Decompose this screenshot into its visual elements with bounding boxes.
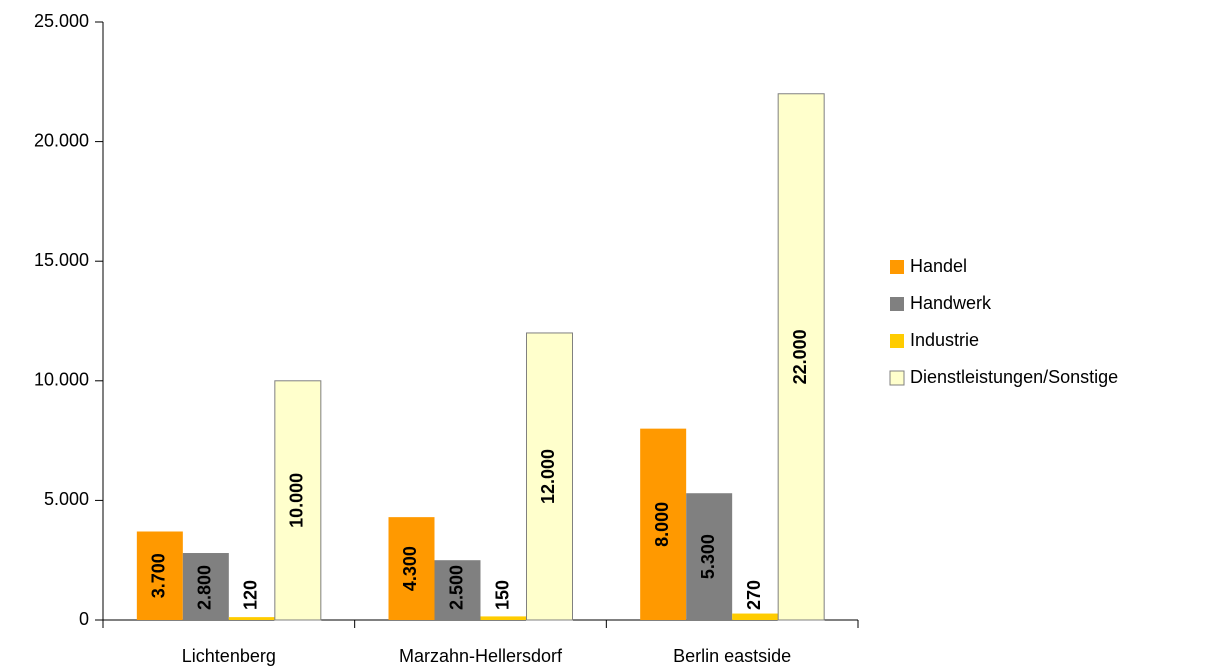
bar — [274, 380, 322, 621]
value-label: 2.800 — [195, 565, 215, 610]
value-label: 22.000 — [790, 329, 810, 384]
legend-swatch — [890, 334, 904, 348]
bar — [228, 617, 275, 620]
y-tick-label: 20.000 — [34, 130, 89, 150]
value-label: 3.700 — [149, 553, 169, 598]
value-label: 270 — [744, 580, 764, 610]
bar — [388, 517, 435, 620]
value-label: 8.000 — [652, 502, 672, 547]
bar — [686, 493, 733, 620]
y-tick-label: 0 — [79, 609, 89, 629]
legend-swatch — [890, 260, 904, 274]
x-tick-label: Berlin eastside — [673, 646, 791, 666]
bar — [136, 531, 183, 620]
legend-label: Handwerk — [910, 293, 992, 313]
legend-swatch — [889, 370, 905, 386]
y-tick-label: 5.000 — [44, 489, 89, 509]
bar — [182, 553, 229, 620]
x-tick-label: Marzahn-Hellersdorf — [399, 646, 563, 666]
value-label: 120 — [241, 580, 261, 610]
bar — [732, 613, 779, 620]
bar — [777, 93, 825, 621]
y-tick-label: 25.000 — [34, 11, 89, 31]
value-label: 150 — [492, 580, 512, 610]
x-tick-label: Lichtenberg — [182, 646, 276, 666]
y-tick-label: 10.000 — [34, 370, 89, 390]
value-label: 12.000 — [538, 449, 558, 504]
legend-swatch — [890, 297, 904, 311]
bar — [526, 332, 573, 621]
bar — [480, 616, 527, 620]
bar — [640, 428, 687, 620]
value-label: 4.300 — [400, 546, 420, 591]
value-label: 2.500 — [446, 565, 466, 610]
legend-label: Dienstleistungen/Sonstige — [910, 367, 1118, 387]
legend-label: Industrie — [910, 330, 979, 350]
legend-label: Handel — [910, 256, 967, 276]
value-label: 5.300 — [698, 534, 718, 579]
y-tick-label: 15.000 — [34, 250, 89, 270]
value-label: 10.000 — [287, 473, 307, 528]
bar — [434, 560, 481, 620]
